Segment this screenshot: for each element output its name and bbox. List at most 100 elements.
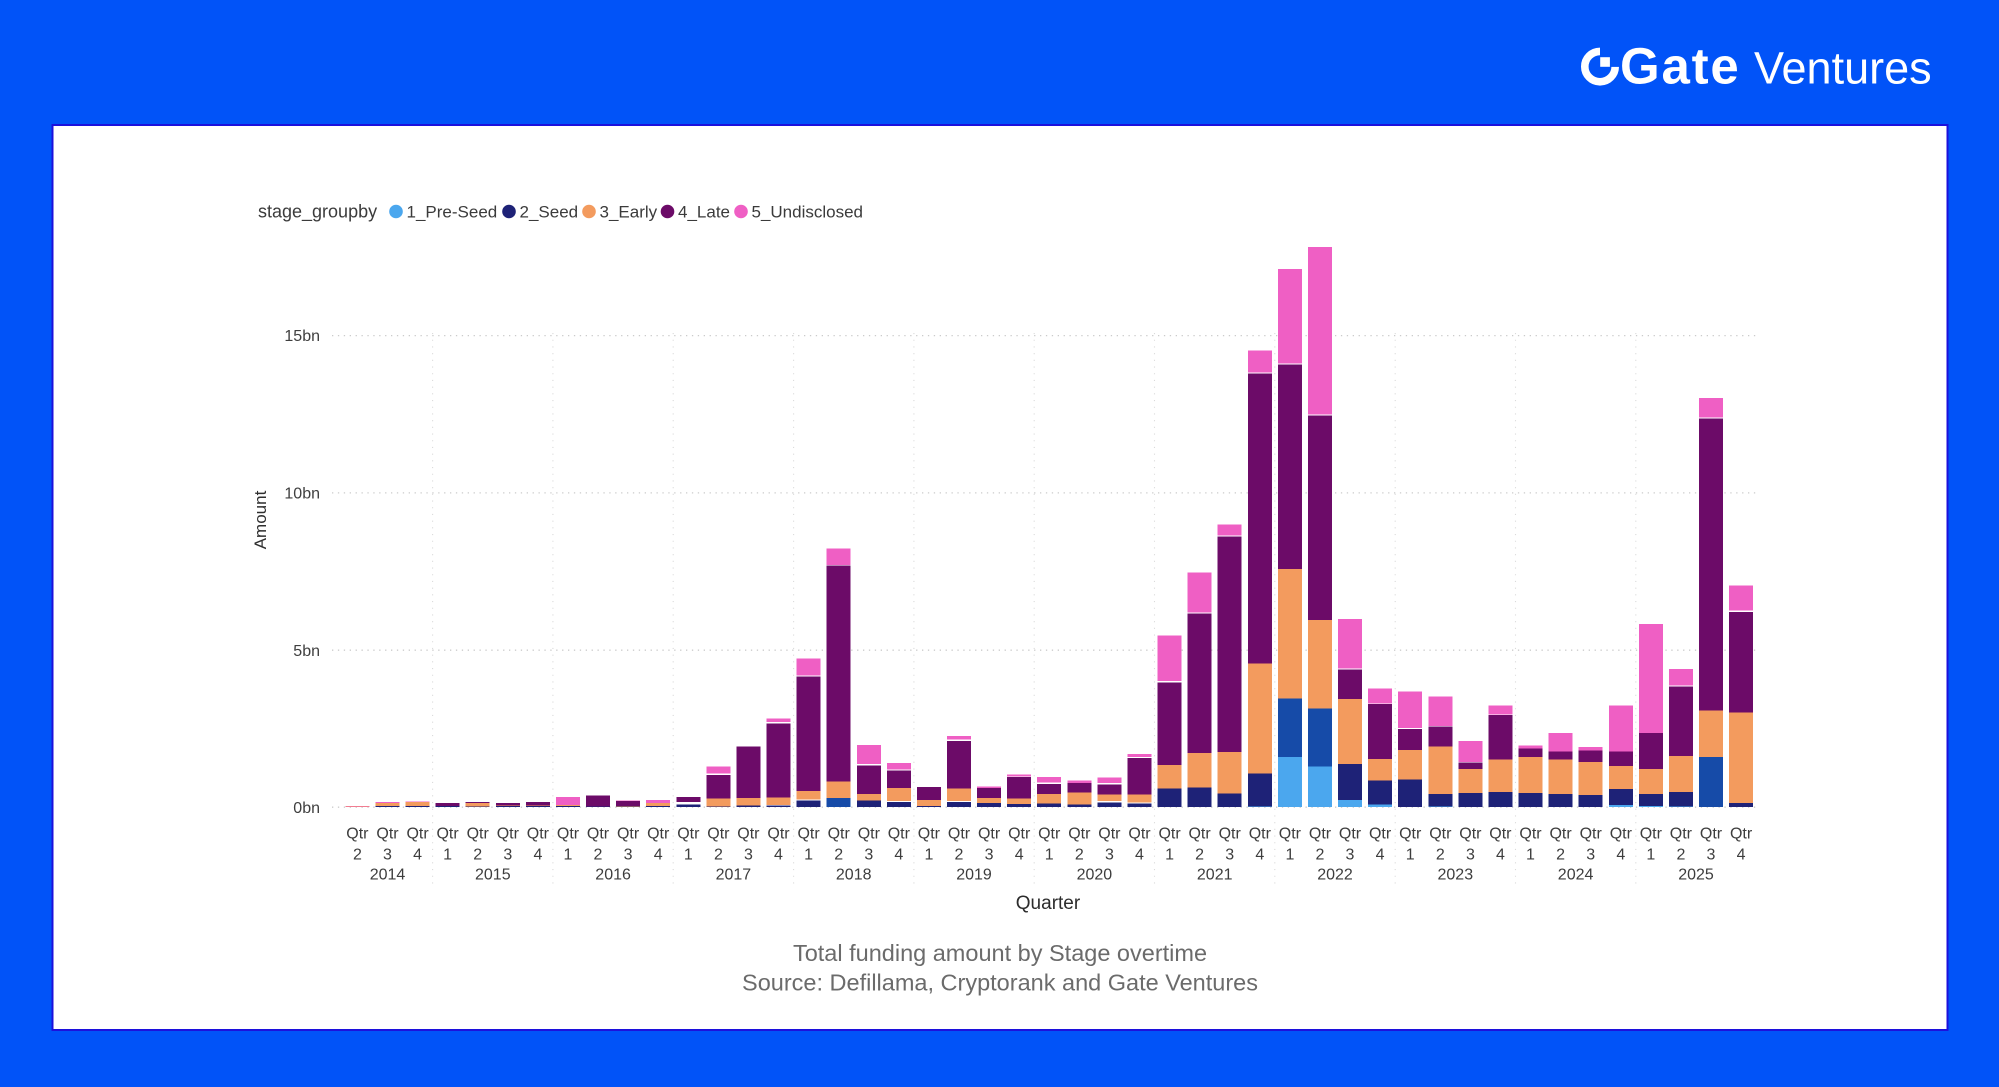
svg-text:5bn: 5bn	[293, 643, 320, 660]
svg-text:2014: 2014	[370, 867, 406, 884]
svg-text:Qtr: Qtr	[527, 826, 550, 843]
svg-text:0bn: 0bn	[293, 800, 320, 817]
svg-text:Qtr: Qtr	[1700, 826, 1723, 843]
svg-text:Qtr: Qtr	[797, 826, 820, 843]
svg-text:Qtr: Qtr	[647, 826, 670, 843]
svg-text:4: 4	[533, 847, 542, 864]
svg-text:Qtr: Qtr	[948, 826, 971, 843]
svg-text:1: 1	[804, 847, 813, 864]
svg-text:1: 1	[1285, 847, 1294, 864]
svg-text:5_Undisclosed: 5_Undisclosed	[752, 203, 864, 222]
svg-text:3: 3	[1225, 847, 1234, 864]
svg-text:stage_groupby: stage_groupby	[258, 202, 377, 223]
svg-text:3: 3	[1346, 847, 1355, 864]
svg-text:3: 3	[985, 847, 994, 864]
svg-text:2: 2	[834, 847, 843, 864]
svg-text:1_Pre-Seed: 1_Pre-Seed	[407, 203, 498, 222]
svg-text:3: 3	[744, 847, 753, 864]
svg-text:Qtr: Qtr	[617, 826, 640, 843]
svg-text:2: 2	[1436, 847, 1445, 864]
svg-text:1: 1	[924, 847, 933, 864]
svg-text:4: 4	[1496, 847, 1505, 864]
svg-text:3: 3	[1105, 847, 1114, 864]
svg-text:Qtr: Qtr	[467, 826, 490, 843]
svg-text:Quarter: Quarter	[1016, 893, 1081, 914]
svg-text:Qtr: Qtr	[1369, 826, 1392, 843]
svg-text:1: 1	[1526, 847, 1535, 864]
svg-text:2018: 2018	[836, 867, 872, 884]
svg-text:Qtr: Qtr	[737, 826, 760, 843]
svg-text:Qtr: Qtr	[1158, 826, 1181, 843]
svg-text:Qtr: Qtr	[1519, 826, 1542, 843]
svg-text:Qtr: Qtr	[376, 826, 399, 843]
svg-text:4: 4	[654, 847, 663, 864]
svg-text:2016: 2016	[595, 867, 631, 884]
svg-text:2025: 2025	[1678, 867, 1714, 884]
svg-text:3: 3	[503, 847, 512, 864]
svg-text:Total funding amount by Stage: Total funding amount by Stage overtime	[793, 940, 1207, 966]
svg-text:Qtr: Qtr	[1459, 826, 1482, 843]
svg-text:2: 2	[1556, 847, 1565, 864]
svg-text:2: 2	[1075, 847, 1084, 864]
svg-text:3: 3	[383, 847, 392, 864]
svg-text:Source: Defillama, Cryptorank: Source: Defillama, Cryptorank and Gate V…	[742, 970, 1258, 996]
svg-text:2022: 2022	[1317, 867, 1353, 884]
svg-text:4: 4	[1616, 847, 1625, 864]
svg-text:Qtr: Qtr	[1008, 826, 1031, 843]
svg-text:1: 1	[1165, 847, 1174, 864]
svg-text:Qtr: Qtr	[1219, 826, 1242, 843]
svg-text:Qtr: Qtr	[918, 826, 941, 843]
svg-text:Qtr: Qtr	[1128, 826, 1151, 843]
svg-text:4: 4	[774, 847, 783, 864]
svg-text:3: 3	[1707, 847, 1716, 864]
svg-text:10bn: 10bn	[284, 486, 320, 503]
svg-text:4: 4	[1135, 847, 1144, 864]
svg-text:Qtr: Qtr	[497, 826, 520, 843]
svg-text:2_Seed: 2_Seed	[520, 203, 579, 222]
svg-text:Qtr: Qtr	[707, 826, 730, 843]
svg-text:Amount: Amount	[251, 490, 270, 549]
svg-text:Qtr: Qtr	[1309, 826, 1332, 843]
svg-text:Qtr: Qtr	[1279, 826, 1302, 843]
svg-text:Qtr: Qtr	[346, 826, 369, 843]
svg-text:Qtr: Qtr	[1730, 826, 1753, 843]
svg-text:Qtr: Qtr	[888, 826, 911, 843]
svg-text:Qtr: Qtr	[1489, 826, 1512, 843]
svg-text:1: 1	[443, 847, 452, 864]
svg-text:3_Early: 3_Early	[600, 203, 658, 222]
svg-text:Qtr: Qtr	[767, 826, 790, 843]
svg-text:Qtr: Qtr	[858, 826, 881, 843]
svg-text:Qtr: Qtr	[1339, 826, 1362, 843]
svg-text:3: 3	[1466, 847, 1475, 864]
svg-text:Qtr: Qtr	[978, 826, 1001, 843]
svg-text:2: 2	[955, 847, 964, 864]
svg-text:2017: 2017	[716, 867, 752, 884]
svg-text:Qtr: Qtr	[406, 826, 429, 843]
svg-text:1: 1	[1045, 847, 1054, 864]
svg-text:Qtr: Qtr	[1610, 826, 1633, 843]
svg-text:15bn: 15bn	[284, 328, 320, 345]
svg-text:Qtr: Qtr	[1399, 826, 1422, 843]
svg-text:4: 4	[413, 847, 422, 864]
svg-text:4: 4	[1015, 847, 1024, 864]
svg-text:Qtr: Qtr	[1429, 826, 1452, 843]
svg-text:Qtr: Qtr	[587, 826, 610, 843]
svg-text:2024: 2024	[1558, 867, 1594, 884]
svg-text:2: 2	[1316, 847, 1325, 864]
svg-text:4_Late: 4_Late	[678, 203, 730, 222]
svg-text:2020: 2020	[1077, 867, 1113, 884]
svg-text:3: 3	[864, 847, 873, 864]
svg-text:Qtr: Qtr	[1038, 826, 1061, 843]
svg-text:2: 2	[473, 847, 482, 864]
svg-text:1: 1	[1646, 847, 1655, 864]
svg-text:4: 4	[1255, 847, 1264, 864]
svg-text:Qtr: Qtr	[1640, 826, 1663, 843]
svg-text:2: 2	[1676, 847, 1685, 864]
svg-text:Qtr: Qtr	[1249, 826, 1272, 843]
svg-text:Qtr: Qtr	[1098, 826, 1121, 843]
svg-text:2019: 2019	[956, 867, 992, 884]
svg-text:Ventures: Ventures	[1754, 43, 1932, 94]
svg-text:1: 1	[1406, 847, 1415, 864]
svg-text:4: 4	[1737, 847, 1746, 864]
svg-text:4: 4	[1376, 847, 1385, 864]
